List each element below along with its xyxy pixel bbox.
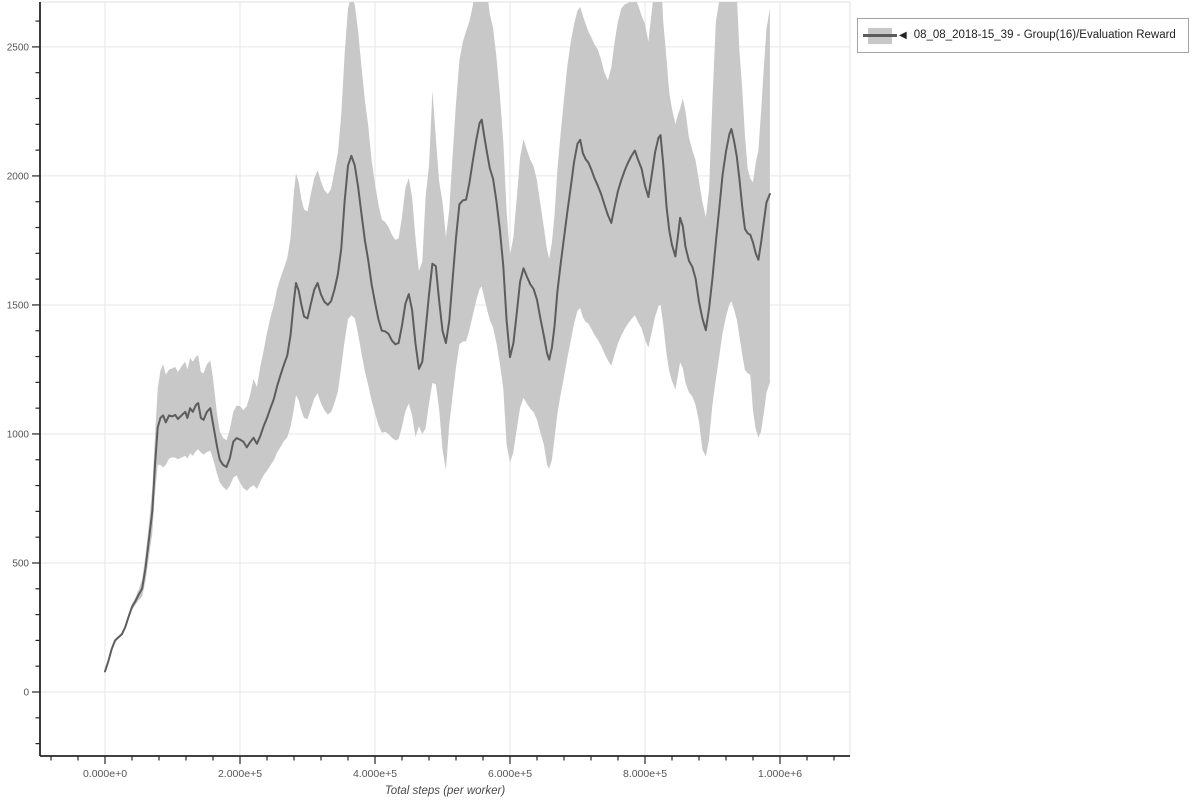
stddev-band — [105, 2, 770, 672]
y-tick-label: 500 — [12, 558, 29, 569]
mean-reward-line — [104, 118, 771, 673]
x-tick-label: 4.000e+5 — [353, 768, 397, 780]
y-tick-label: 1000 — [7, 429, 30, 440]
x-tick-label: 1.000e+6 — [758, 768, 802, 780]
x-axis-title: Total steps (per worker) — [385, 785, 506, 797]
x-tick-label: 2.000e+5 — [218, 768, 262, 780]
legend-box[interactable]: ◀ 08_08_2018-15_39 - Group(16)/Evaluatio… — [857, 18, 1189, 53]
y-tick-label: 1500 — [7, 300, 30, 311]
legend-swatch — [863, 27, 897, 44]
legend-collapse-icon[interactable]: ◀ — [899, 29, 907, 41]
axes — [32, 2, 850, 764]
x-tick-label: 6.000e+5 — [488, 768, 532, 780]
y-tick-label: 0 — [23, 688, 29, 699]
y-tick-label: 2000 — [7, 171, 30, 182]
tick-labels: 0.000e+0 2.000e+5 4.000e+5 6.000e+5 8.000e+5… — [7, 42, 802, 780]
y-tick-label: 2500 — [7, 42, 30, 53]
gridlines — [40, 1, 851, 756]
x-tick-label: 0.000e+0 — [83, 768, 127, 780]
x-tick-label: 8.000e+5 — [623, 768, 667, 780]
legend-line-swatch — [863, 33, 897, 37]
legend-series-label: 08_08_2018-15_39 - Group(16)/Evaluation … — [913, 28, 1176, 41]
